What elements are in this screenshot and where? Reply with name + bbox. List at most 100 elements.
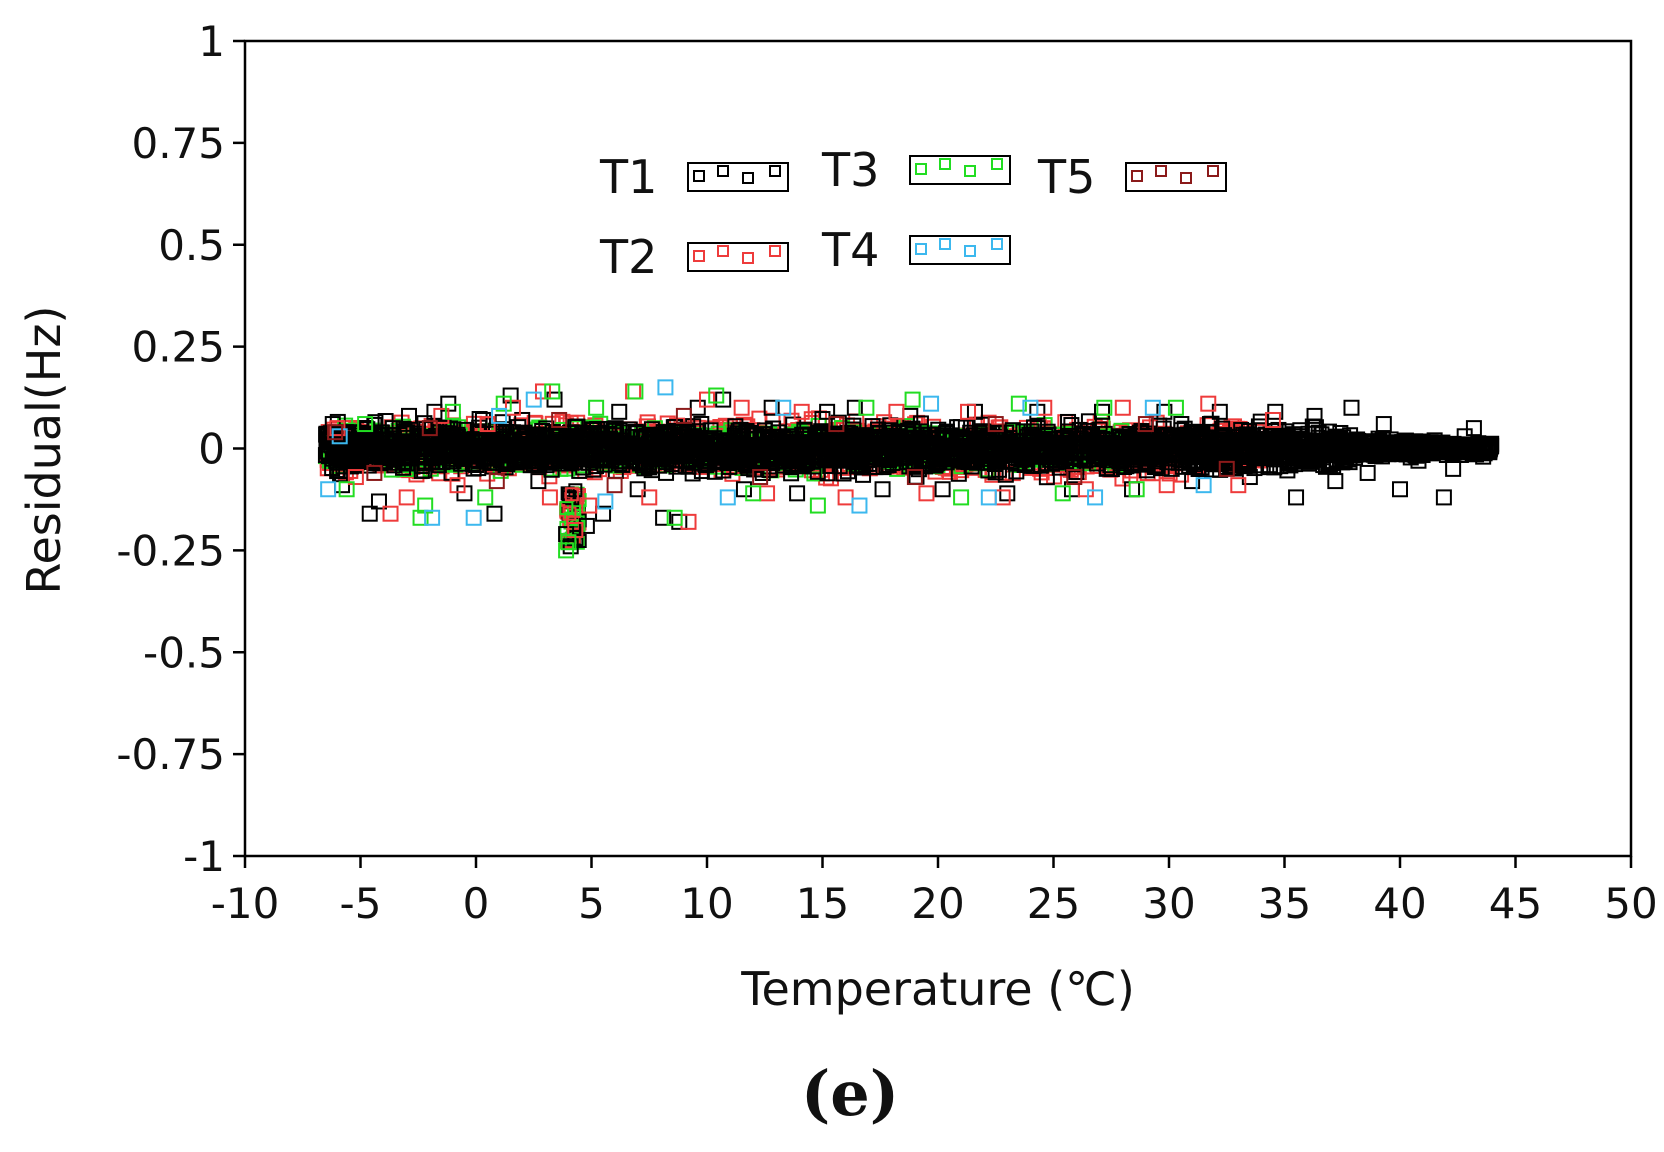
band-point: [1246, 446, 1263, 463]
band-point: [875, 459, 892, 476]
band-point: [1291, 433, 1308, 450]
band-point: [1366, 437, 1383, 454]
band-point: [1271, 444, 1288, 461]
band-point: [411, 434, 428, 451]
band-point: [632, 447, 649, 464]
band-point: [893, 441, 910, 458]
band-point: [392, 442, 409, 459]
band-point: [991, 425, 1008, 442]
band-point: [627, 423, 644, 440]
band-point: [761, 447, 778, 464]
band-point: [1301, 448, 1318, 465]
band-point: [1320, 423, 1337, 440]
band-point: [935, 446, 952, 463]
band-point: [854, 447, 871, 464]
band-point: [712, 437, 729, 454]
band-point: [741, 424, 758, 441]
band-point: [454, 450, 471, 467]
band-point: [811, 433, 828, 450]
band-point: [895, 446, 912, 463]
band-point: [533, 443, 550, 460]
band-point: [1127, 427, 1144, 444]
band-point: [1323, 455, 1340, 472]
band-point: [860, 451, 877, 468]
band-point: [1091, 421, 1108, 438]
band-point: [765, 420, 782, 437]
band-point: [1357, 442, 1374, 459]
band-point: [946, 447, 963, 464]
band-point: [1160, 427, 1177, 444]
band-point: [584, 452, 601, 469]
band-point: [831, 458, 848, 475]
band-point: [1137, 455, 1154, 472]
band-point: [604, 445, 621, 462]
band-point: [685, 418, 702, 435]
band-point: [719, 452, 736, 469]
band-point: [821, 433, 838, 450]
band-point: [955, 430, 972, 447]
band-point: [1430, 444, 1447, 461]
band-point: [585, 461, 602, 478]
band-point: [1140, 428, 1157, 445]
band-point: [981, 447, 998, 464]
band-point: [1382, 440, 1399, 457]
band-point: [878, 446, 895, 463]
band-point: [637, 429, 654, 446]
band-point: [498, 433, 515, 450]
band-point: [845, 417, 862, 434]
band-point: [1289, 430, 1306, 447]
band-point: [1212, 441, 1229, 458]
band-point: [400, 445, 417, 462]
band-point: [463, 434, 480, 451]
band-point: [658, 464, 675, 481]
band-point: [1191, 442, 1208, 459]
band-point: [794, 427, 811, 444]
band-point: [1080, 435, 1097, 452]
band-point: [1148, 428, 1165, 445]
band-point: [1434, 440, 1451, 457]
band-point: [1033, 456, 1050, 473]
band-point: [1118, 443, 1135, 460]
band-point: [1200, 453, 1217, 470]
band-point: [1231, 431, 1248, 448]
band-point: [549, 428, 566, 445]
band-point: [1300, 432, 1317, 449]
band-point: [816, 450, 833, 467]
band-point: [1199, 444, 1216, 461]
band-point: [1004, 439, 1021, 456]
band-point: [1118, 431, 1135, 448]
band-point: [527, 430, 544, 447]
band-point: [374, 438, 391, 455]
band-point: [842, 425, 859, 442]
band-point: [819, 444, 836, 461]
band-point: [1203, 424, 1220, 441]
band-point: [684, 465, 701, 482]
band-point: [1138, 456, 1155, 473]
band-point: [1097, 449, 1114, 466]
band-point: [1048, 439, 1065, 456]
band-point: [538, 420, 555, 437]
band-point: [1347, 440, 1364, 457]
band-point: [663, 435, 680, 452]
band-point: [1079, 422, 1096, 439]
band-point: [873, 451, 890, 468]
band-point: [701, 446, 718, 463]
band-point: [737, 448, 754, 465]
band-point: [882, 437, 899, 454]
band-point: [1064, 456, 1081, 473]
band-point: [1159, 437, 1176, 454]
band-point: [370, 448, 387, 465]
dense-residual-band: [317, 410, 1500, 550]
band-point: [913, 426, 930, 443]
band-point: [485, 434, 502, 451]
band-point: [1038, 469, 1055, 486]
band-point: [442, 437, 459, 454]
band-point: [770, 442, 787, 459]
band-point: [528, 447, 545, 464]
band-point: [722, 432, 739, 449]
band-point: [686, 430, 703, 447]
band-point: [1150, 439, 1167, 456]
band-point: [805, 458, 822, 475]
band-point: [1397, 443, 1414, 460]
